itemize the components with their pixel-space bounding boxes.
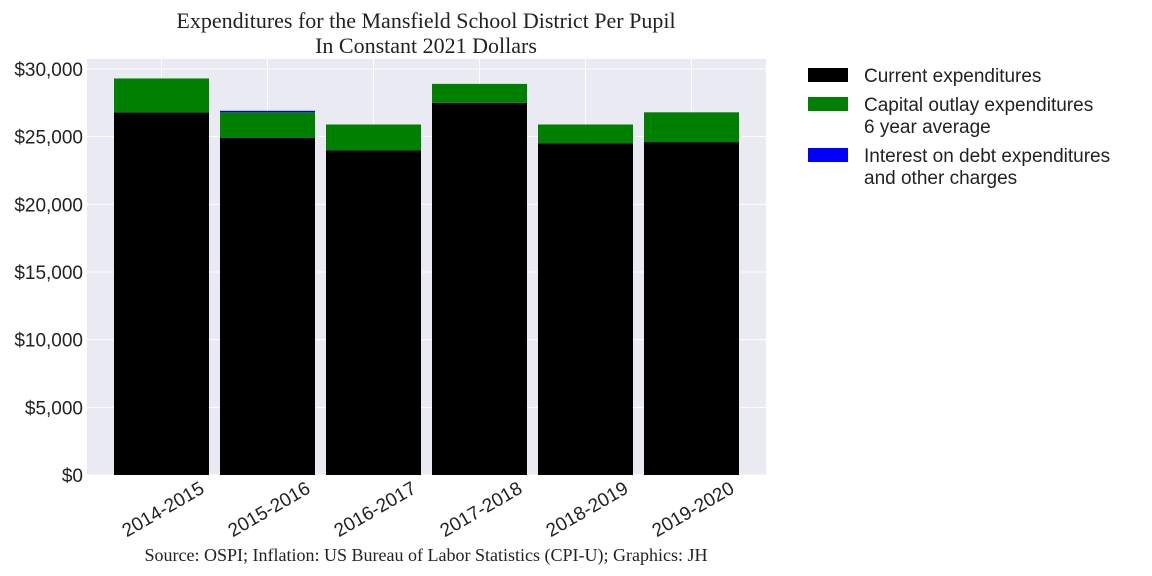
legend-label: Current expenditures: [864, 66, 1041, 87]
legend-label: Capital outlay expenditures: [864, 95, 1093, 116]
legend-label: and other charges: [864, 168, 1017, 189]
bar-2017-2018-series-1: [432, 83, 527, 103]
bar-2014-2015-series-0: [114, 112, 209, 475]
bar-2018-2019-series-1: [538, 124, 633, 144]
y-tick-label: $5,000: [25, 398, 83, 419]
legend: Current expenditures Capital outlay expen…: [808, 66, 1110, 189]
legend-label: Interest on debt expenditures: [864, 146, 1110, 167]
bar-2015-2016-series-1: [220, 112, 315, 139]
bar-2014-2015-series-1: [114, 78, 209, 113]
y-tick-label: $10,000: [14, 331, 83, 352]
legend-label: 6 year average: [864, 117, 991, 138]
y-axis-ticks: $0 $5,000 $10,000 $15,000 $20,000 $25,000 $30,…: [14, 60, 83, 487]
bar-2016-2017-series-1: [326, 124, 421, 151]
bars: [114, 78, 739, 475]
bar-2019-2020-series-1: [644, 112, 739, 143]
y-tick-label: $0: [62, 466, 83, 487]
chart-title-line-2: In Constant 2021 Dollars: [315, 33, 537, 58]
legend-swatch: [808, 68, 848, 82]
legend-swatch: [808, 97, 848, 111]
bar-2018-2019-series-0: [538, 143, 633, 475]
chart-source: Source: OSPI; Inflation: US Bureau of La…: [145, 545, 708, 566]
x-axis-ticks: 2014-2015 2015-2016 2016-2017 2017-2018 2018…: [119, 478, 738, 542]
x-tick-label: 2016-2017: [331, 478, 420, 542]
bar-2019-2020-series-0: [644, 142, 739, 475]
legend-swatch: [808, 148, 848, 162]
x-tick-label: 2015-2016: [225, 478, 314, 542]
bar-2017-2018-series-0: [432, 102, 527, 475]
y-tick-label: $15,000: [14, 263, 83, 284]
y-tick-label: $30,000: [14, 60, 83, 81]
x-tick-label: 2018-2019: [543, 478, 632, 542]
bar-2016-2017-series-0: [326, 150, 421, 475]
x-tick-label: 2017-2018: [437, 478, 526, 542]
y-tick-label: $25,000: [14, 128, 83, 149]
x-tick-label: 2019-2020: [649, 478, 738, 542]
chart-title-line-1: Expenditures for the Mansfield School Di…: [176, 8, 675, 33]
bar-2015-2016-series-0: [220, 138, 315, 475]
bar-2015-2016-series-2: [220, 110, 315, 113]
x-tick-label: 2014-2015: [119, 478, 208, 542]
y-tick-label: $20,000: [14, 195, 83, 216]
